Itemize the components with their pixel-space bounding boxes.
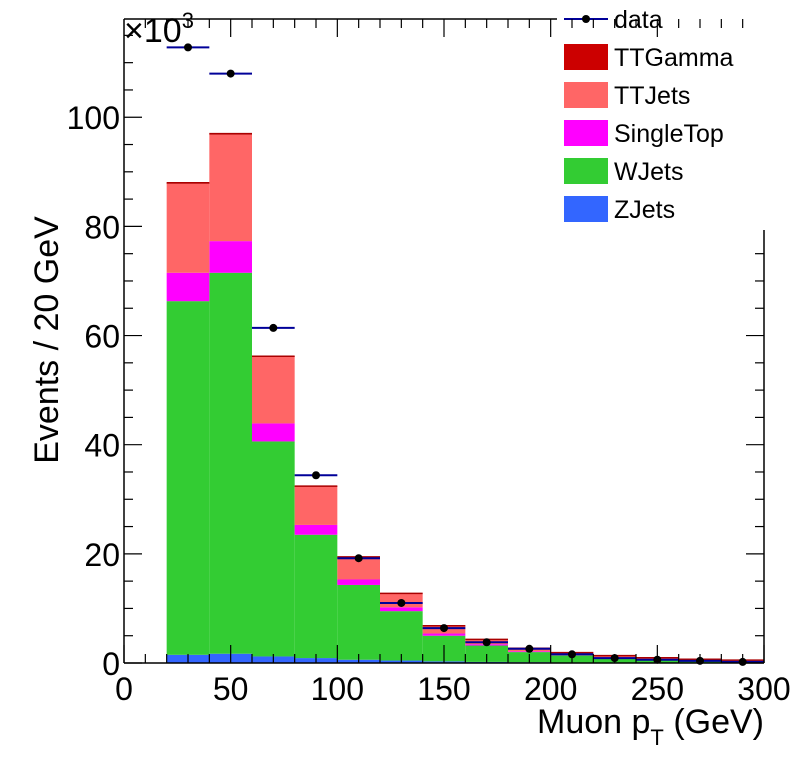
x-tick-label-0: 0: [115, 671, 133, 707]
data-points: [166, 43, 764, 666]
bar-wjets-bin-8: [465, 645, 508, 662]
y-tick-label-4: 80: [84, 209, 120, 245]
bar-ttjets-bin-1: [166, 183, 210, 273]
bar-wjets-bin-2: [209, 272, 252, 654]
y-tick-label-2: 40: [84, 428, 120, 464]
data-point-6: [440, 624, 448, 633]
bar-wjets-bin-6: [380, 611, 423, 661]
y-multiplier-exponent: 3: [182, 8, 194, 33]
data-point-8: [525, 644, 534, 653]
legend-marker-dot-0: [582, 15, 590, 23]
legend-label-3: SingleTop: [614, 120, 724, 148]
bar-ttjets-bin-2: [209, 134, 252, 242]
legend-label-0: data: [614, 6, 663, 34]
legend: data TTGamma TTJets SingleTop WJets ZJets: [557, 0, 773, 230]
x-tick-label-1: 50: [213, 671, 249, 707]
legend-label-2: TTJets: [614, 82, 690, 110]
axis-labels: 0 50 100 150 200 250 300 0 20 40 60 80 100: [67, 100, 791, 707]
legend-box: [557, 0, 773, 230]
y-multiplier: ×103: [124, 8, 194, 50]
bar-wjets-bin-1: [166, 301, 210, 655]
bar-wjets-bin-3: [252, 441, 295, 657]
y-tick-label-0: 0: [102, 646, 120, 682]
x-tick-label-6: 300: [737, 671, 790, 707]
data-point-4: [354, 554, 363, 563]
bar-singletop-bin-6: [380, 607, 423, 612]
bar-ttjets-bin-3: [252, 356, 295, 424]
bar-singletop-bin-4: [294, 524, 338, 535]
x-axis-title-unit: (GeV): [664, 703, 764, 741]
bar-wjets-bin-5: [337, 584, 380, 660]
legend-swatch-3: [564, 120, 608, 146]
legend-swatch-4: [564, 158, 608, 184]
legend-swatch-2: [564, 82, 608, 108]
data-point-3: [312, 471, 320, 480]
bar-singletop-bin-7: [422, 633, 466, 636]
bar-singletop-bin-2: [209, 241, 252, 273]
stacked-bars: [166, 132, 764, 663]
x-tick-label-4: 200: [524, 671, 577, 707]
y-tick-label-3: 60: [84, 319, 120, 355]
x-tick-label-2: 100: [311, 671, 364, 707]
legend-swatch-1: [564, 44, 608, 70]
legend-label-5: ZJets: [614, 196, 675, 224]
y-tick-label-1: 20: [84, 537, 120, 573]
x-tick-label-3: 150: [417, 671, 470, 707]
data-point-5: [397, 598, 406, 607]
data-point-2: [269, 323, 278, 332]
legend-label-4: WJets: [614, 158, 683, 186]
y-axis-title: Events / 20 GeV: [28, 216, 66, 464]
bar-wjets-bin-4: [294, 534, 338, 659]
bar-singletop-bin-5: [337, 579, 380, 585]
x-tick-label-5: 250: [631, 671, 684, 707]
bar-ttjets-bin-5: [337, 557, 380, 580]
bar-singletop-bin-1: [166, 272, 210, 302]
legend-label-1: TTGamma: [614, 44, 734, 72]
x-axis-title-subscript: T: [650, 725, 663, 750]
data-point-7: [482, 638, 491, 647]
data-point-1: [226, 69, 235, 78]
bar-ttjets-bin-4: [294, 486, 338, 525]
legend-swatch-5: [564, 196, 608, 222]
data-point-0: [184, 43, 192, 52]
x-axis-title: Muon pT (GeV): [537, 703, 764, 750]
bar-singletop-bin-3: [252, 423, 295, 442]
axis-ticks: [123, 19, 765, 664]
y-tick-label-5: 100: [67, 100, 120, 136]
